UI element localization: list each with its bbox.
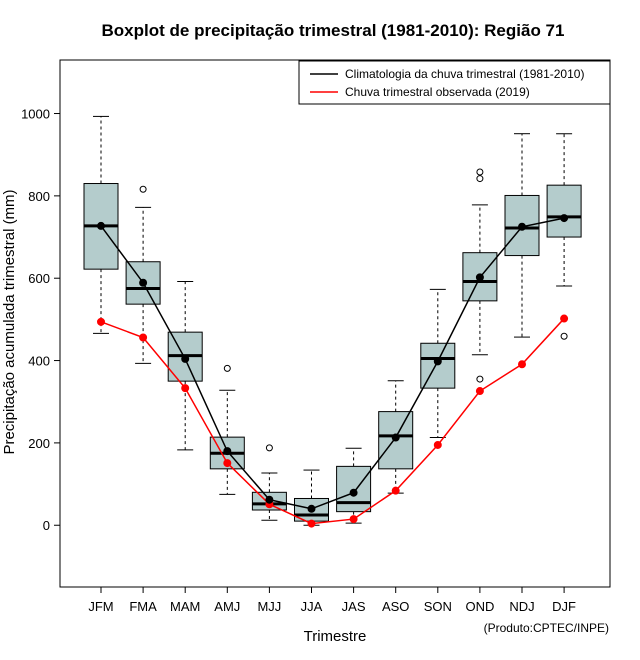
y-tick-label-0: 0 [43, 518, 50, 533]
point-observed-ndj [518, 360, 526, 369]
point-observed-fma [139, 333, 148, 342]
x-tick-label-jja: JJA [301, 599, 323, 614]
x-tick-label-ndj: NDJ [509, 599, 534, 614]
x-tick-label-jas: JAS [342, 599, 366, 614]
source-note: (Produto:CPTEC/INPE) [484, 621, 609, 635]
point-observed-mam [181, 384, 190, 393]
point-observed-jas [349, 515, 358, 524]
point-observed-aso [391, 486, 400, 495]
outlier-ond-2 [476, 168, 484, 176]
point-climatology-ndj [518, 222, 526, 231]
point-observed-amj [223, 459, 232, 468]
x-tick-label-djf: DJF [552, 599, 576, 614]
point-climatology-jas [349, 488, 358, 497]
x-tick-label-mjj: MJJ [257, 599, 281, 614]
point-observed-jfm [97, 317, 105, 326]
point-observed-son [433, 440, 442, 449]
x-tick-label-aso: ASO [382, 599, 409, 614]
point-climatology-amj [223, 447, 232, 456]
y-tick-label-1000: 1000 [21, 107, 50, 122]
box-aso [378, 411, 414, 470]
legend-box [298, 60, 611, 105]
outlier-ond-1 [476, 175, 484, 183]
point-climatology-aso [391, 433, 400, 442]
legend-label-climatology: Climatologia da chuva trimestral (1981-2… [345, 67, 584, 81]
point-observed-ond [475, 387, 484, 396]
point-climatology-jfm [97, 221, 105, 230]
point-climatology-mam [181, 354, 190, 363]
axes-layer: 0 200 400 600 800 1000 JFM FMA MAM AMJ MJJ JJA JAS AS… [21, 107, 576, 614]
outlier-ond-0 [476, 375, 484, 383]
x-tick-label-fma: FMA [129, 599, 157, 614]
box-djf [546, 184, 582, 238]
outlier-mjj-0 [265, 444, 273, 452]
legend: Climatologia da chuva trimestral (1981-2… [298, 60, 611, 105]
point-climatology-son [433, 357, 442, 366]
x-axis-label: Trimestre [304, 628, 367, 645]
plot-frame [59, 59, 611, 588]
y-tick-label-400: 400 [28, 354, 50, 369]
point-observed-jja [307, 519, 316, 528]
x-tick-label-son: SON [424, 599, 452, 614]
chart-title: Boxplot de precipitação trimestral (1981… [102, 21, 565, 40]
y-tick-label-800: 800 [28, 189, 50, 204]
x-tick-label-ond: OND [465, 599, 494, 614]
x-tick-label-mam: MAM [170, 599, 200, 614]
point-climatology-ond [475, 273, 484, 282]
point-climatology-jja [307, 504, 316, 513]
series-layer [97, 214, 569, 528]
y-axis-label: Precipitação acumulada trimestral (mm) [1, 189, 18, 454]
point-climatology-fma [139, 278, 148, 287]
x-tick-label-jfm: JFM [88, 599, 113, 614]
point-observed-djf [560, 314, 569, 323]
outlier-amj-0 [223, 364, 231, 372]
boxes-layer [83, 115, 582, 526]
y-tick-label-200: 200 [28, 436, 50, 451]
series-line-climatology [100, 217, 565, 510]
point-climatology-djf [560, 214, 569, 223]
y-tick-label-600: 600 [28, 271, 50, 286]
point-climatology-mjj [265, 495, 274, 504]
outlier-fma-0 [139, 185, 147, 193]
x-tick-label-amj: AMJ [214, 599, 240, 614]
series-line-observed [100, 318, 565, 525]
outlier-djf-0 [560, 332, 568, 340]
legend-label-observed: Chuva trimestral observada (2019) [345, 85, 530, 99]
